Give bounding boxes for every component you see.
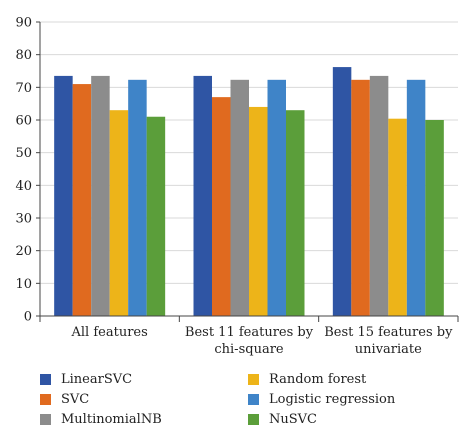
x-category-label: Best 11 features by xyxy=(185,325,314,340)
y-tick-label: 20 xyxy=(15,244,32,259)
legend-label: LinearSVC xyxy=(61,371,133,387)
bar-chart: 0 10 20 30 40 50 60 70 80 90 All features Best 11 … xyxy=(15,16,459,357)
y-tick-label: 0 xyxy=(24,310,32,325)
legend-item: Random forest xyxy=(248,370,366,388)
bar-linearsvc xyxy=(332,67,352,316)
legend-swatch xyxy=(248,373,259,385)
legend: LinearSVC SVC MultinomialNB Random forest Lo… xyxy=(40,370,460,434)
x-category-label: chi-square xyxy=(214,342,284,357)
bar-logistic-regression xyxy=(406,79,426,316)
bar-nusvc xyxy=(146,116,166,316)
bar-nusvc xyxy=(425,120,444,316)
bar-svc xyxy=(351,79,370,316)
bar-multinomialnb xyxy=(91,75,110,317)
x-category-label: univariate xyxy=(355,342,422,357)
y-tick-labels: 0 10 20 30 40 50 60 70 80 90 xyxy=(15,16,32,325)
bar-logistic-regression xyxy=(267,79,286,316)
legend-label: NuSVC xyxy=(269,411,317,427)
bars xyxy=(54,67,444,317)
bar-svc xyxy=(212,97,231,316)
legend-label: MultinomialNB xyxy=(61,411,162,427)
y-tick-label: 70 xyxy=(15,81,32,96)
bar-svc xyxy=(72,84,92,316)
legend-label: Random forest xyxy=(269,371,367,387)
bar-random-forest xyxy=(109,110,129,316)
legend-swatch xyxy=(40,373,51,385)
legend-swatch xyxy=(40,393,51,405)
bar-multinomialnb xyxy=(369,75,389,317)
y-tick-label: 60 xyxy=(15,114,32,129)
bar-nusvc xyxy=(286,110,305,316)
legend-swatch xyxy=(248,393,259,405)
legend-item: SVC xyxy=(40,390,89,408)
x-category-label: All features xyxy=(71,325,148,340)
bar-linearsvc xyxy=(193,75,212,317)
y-tick-label: 90 xyxy=(15,16,32,31)
legend-swatch xyxy=(248,413,259,425)
legend-item: NuSVC xyxy=(248,410,317,428)
y-tick-label: 10 xyxy=(15,277,32,292)
legend-label: SVC xyxy=(61,391,90,407)
bar-logistic-regression xyxy=(128,79,147,316)
x-category-label: Best 15 features by xyxy=(324,325,453,340)
y-tick-label: 80 xyxy=(15,48,32,63)
y-tick-label: 40 xyxy=(15,179,32,194)
bar-random-forest xyxy=(249,106,268,316)
bar-random-forest xyxy=(388,118,407,317)
bar-multinomialnb xyxy=(230,79,249,316)
legend-swatch xyxy=(40,413,51,425)
axes xyxy=(36,21,459,322)
y-tick-label: 50 xyxy=(15,146,32,161)
legend-item: Logistic regression xyxy=(248,390,395,408)
x-category-labels: All features Best 11 features by chi-squar… xyxy=(71,325,454,357)
bar-linearsvc xyxy=(54,75,73,317)
legend-label: Logistic regression xyxy=(269,391,396,407)
y-tick-label: 30 xyxy=(15,212,32,227)
legend-item: MultinomialNB xyxy=(40,410,162,428)
legend-item: LinearSVC xyxy=(40,370,132,388)
